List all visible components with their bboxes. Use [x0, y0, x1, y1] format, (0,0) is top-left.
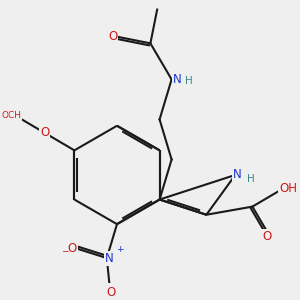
Text: H: H: [247, 174, 255, 184]
Text: O: O: [40, 126, 49, 140]
Text: O: O: [263, 230, 272, 243]
Text: N: N: [233, 168, 242, 182]
Text: +: +: [116, 245, 123, 254]
Text: O: O: [108, 30, 117, 43]
Text: O: O: [106, 286, 116, 299]
Text: O: O: [68, 242, 77, 255]
Text: N: N: [105, 252, 114, 265]
Text: OCH: OCH: [1, 111, 21, 120]
Text: −: −: [61, 246, 68, 255]
Text: H: H: [185, 76, 193, 86]
Text: OH: OH: [279, 182, 297, 195]
Text: N: N: [173, 73, 182, 86]
